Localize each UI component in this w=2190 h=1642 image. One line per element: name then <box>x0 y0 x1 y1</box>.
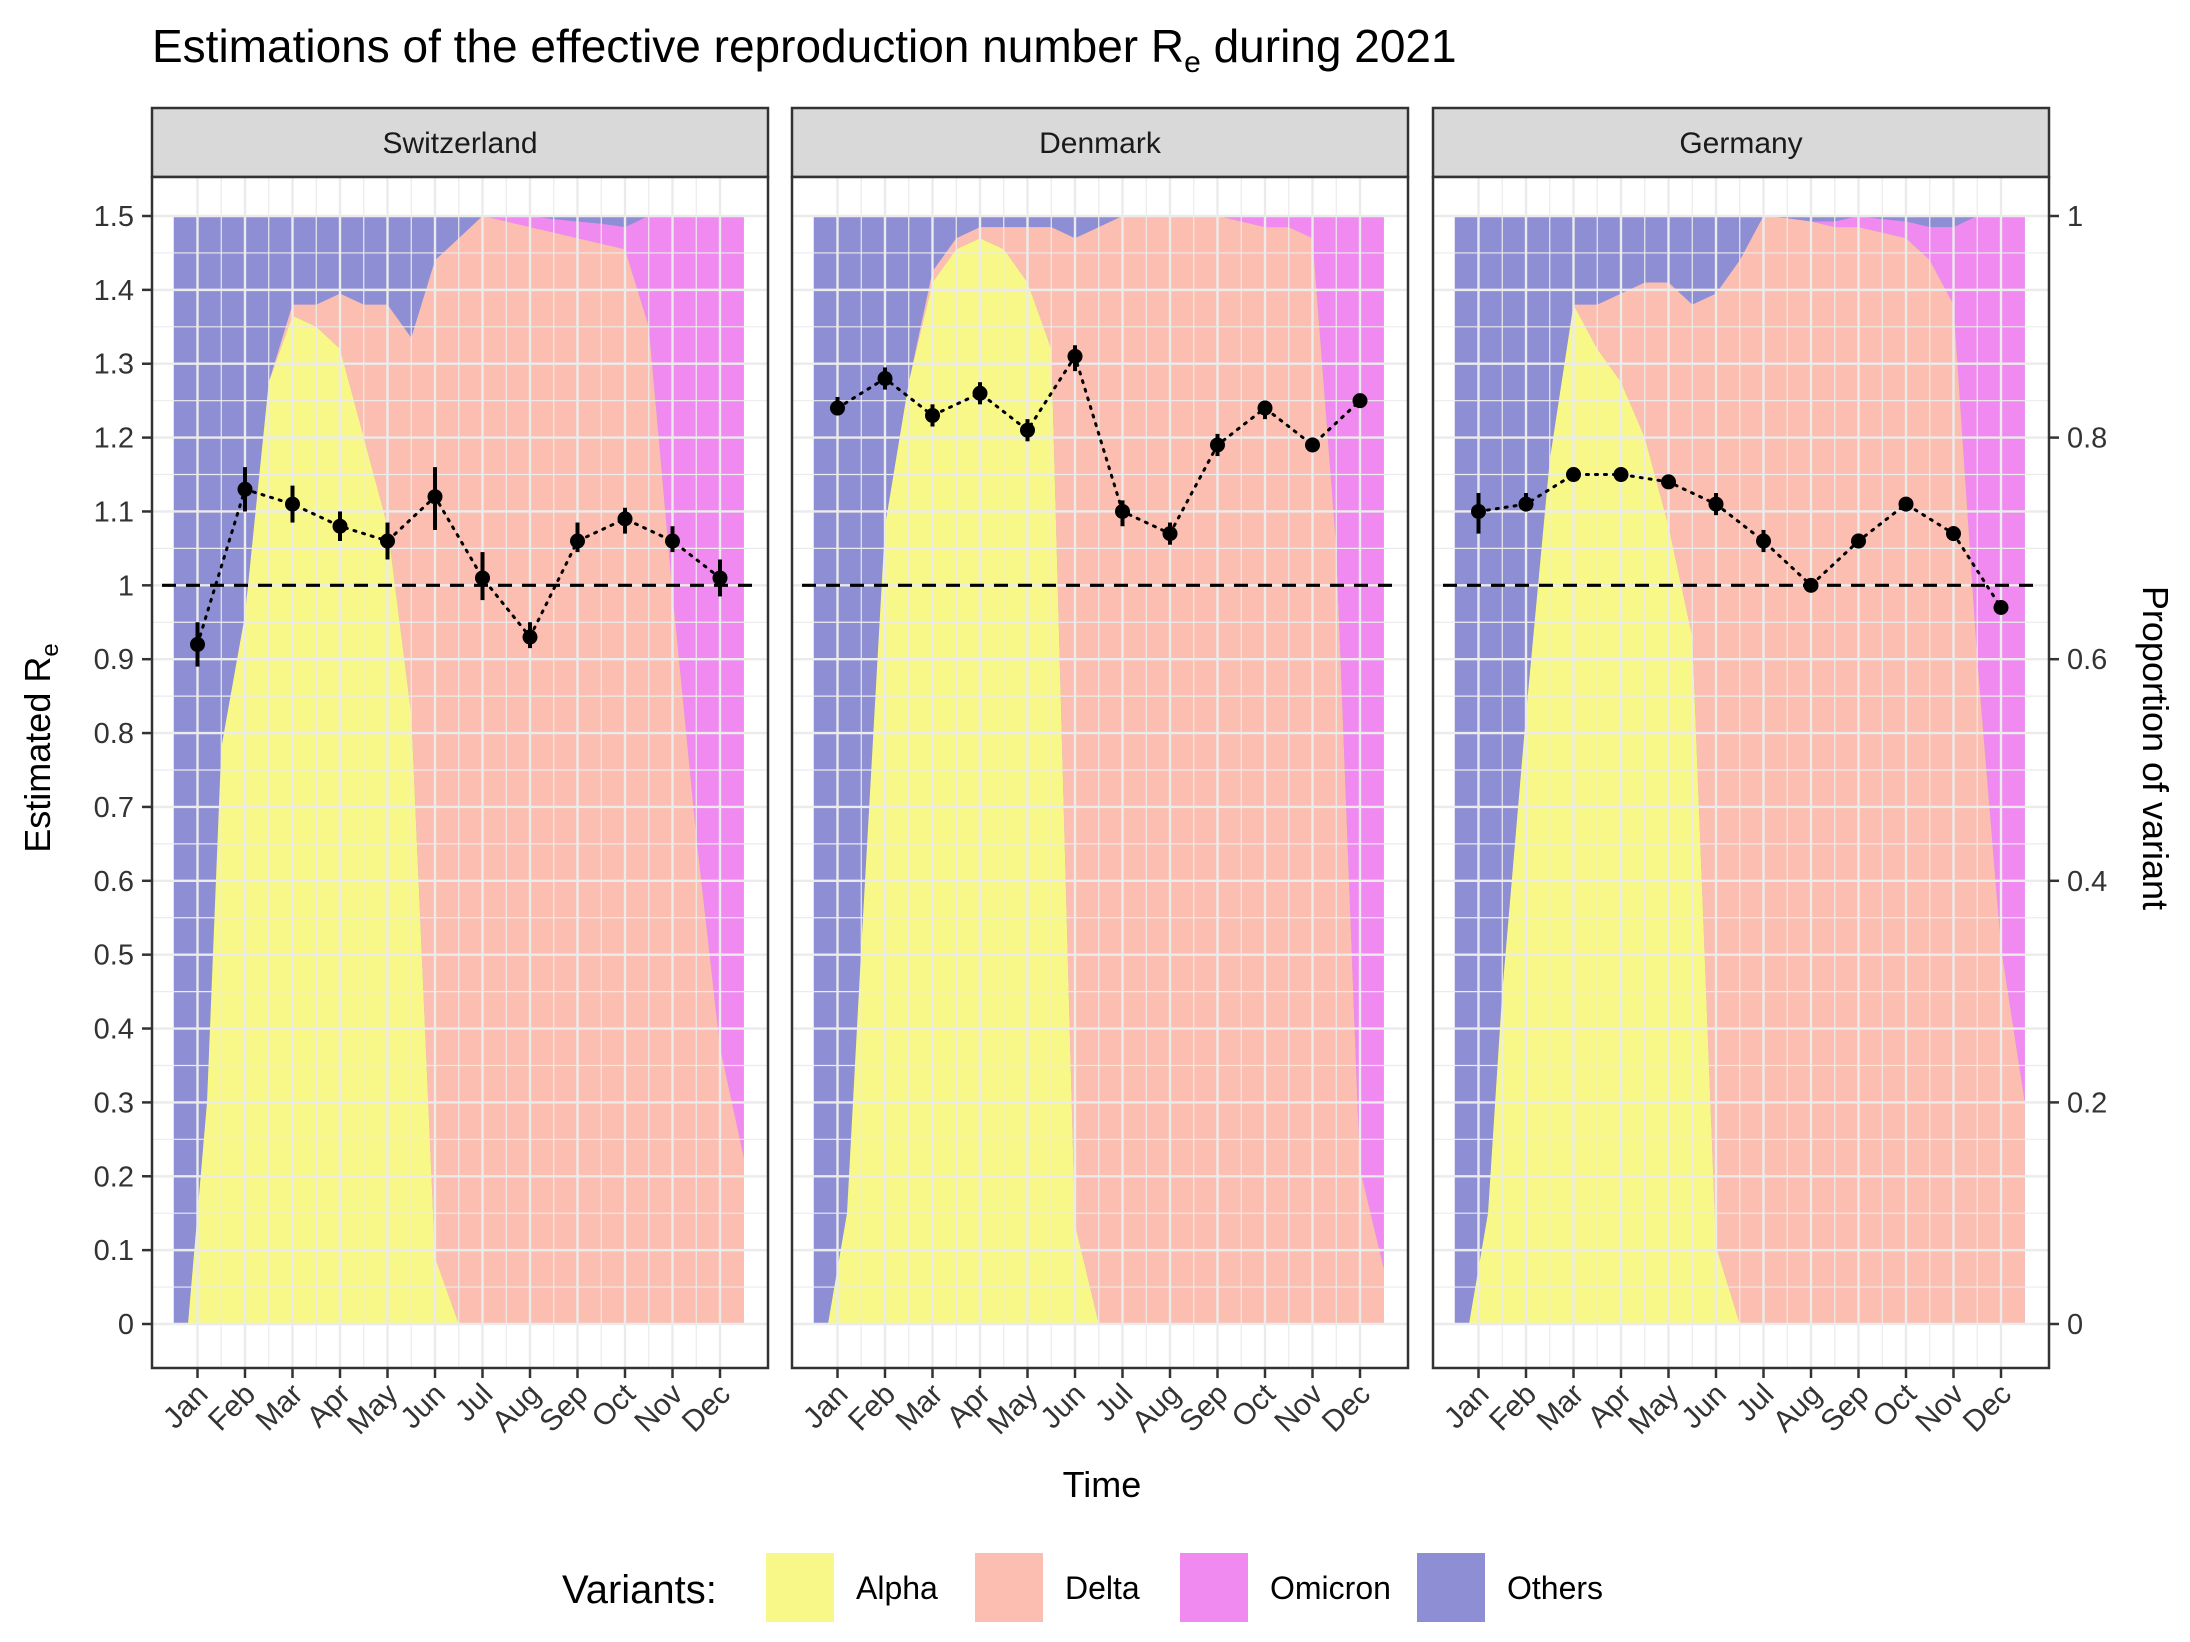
panel-denmark: DenmarkJanFebMarAprMayJunJulAugSepOctNov… <box>790 106 1410 1441</box>
y2-tick-label: 0.8 <box>2067 423 2107 455</box>
y-axis-label: Estimated Re <box>17 643 64 852</box>
re-point-jan <box>830 400 845 416</box>
re-point-mar <box>285 496 300 512</box>
re-point-oct <box>617 511 633 527</box>
re-point-jul <box>1115 503 1130 519</box>
y-tick-label: 0.3 <box>94 1087 134 1119</box>
x-axis-label: Time <box>1063 1464 1142 1505</box>
re-line <box>196 487 722 646</box>
facet-strip-label: Denmark <box>1039 127 1162 160</box>
y-tick-label: 0.6 <box>94 866 134 898</box>
y2-tick-label: 0.6 <box>2067 644 2107 676</box>
panel-grid <box>1433 177 2049 1368</box>
panel-border <box>790 175 1410 1370</box>
facet-strip <box>790 106 1410 179</box>
y-tick-label: 0.4 <box>94 1014 134 1046</box>
re-point-jul <box>1756 533 1771 549</box>
re-point-feb <box>237 481 253 497</box>
re-point-aug <box>1803 577 1819 593</box>
legend-label-others: Others <box>1507 1570 1603 1606</box>
chart-title-tail: during 2021 <box>1201 20 1457 72</box>
legend-label-omicron: Omicron <box>1270 1570 1391 1606</box>
panel-border <box>150 175 770 1370</box>
y2-tick-label: 0.4 <box>2067 866 2107 898</box>
chart-title: Estimations of the effective reproductio… <box>152 20 1457 79</box>
y-axis-label-subscript: e <box>37 643 64 656</box>
y-tick-label: 0.1 <box>94 1235 134 1267</box>
re-line <box>1477 473 2003 609</box>
panel-grid <box>792 177 1408 1368</box>
y-axis-left: 0 0.1 0.2 0.3 0.4 0.5 0.6 0.7 0.8 0.9 1 1.1 1.2 1.3 1.… <box>94 201 152 1341</box>
panel-grid <box>152 177 768 1368</box>
y-tick-label: 1.5 <box>94 201 134 233</box>
re-point-jul <box>475 570 490 586</box>
y-tick-label: 0.5 <box>94 940 134 972</box>
re-point-may <box>380 533 395 549</box>
re-point-jun <box>427 489 443 505</box>
re-point-oct <box>1257 400 1273 416</box>
y-tick-label: 0.8 <box>94 718 134 750</box>
re-point-nov <box>1946 526 1961 542</box>
y2-axis-label: Proportion of variant <box>2135 586 2176 910</box>
re-point-mar <box>925 407 940 423</box>
re-point-dec <box>712 570 728 586</box>
y-tick-label: 0 <box>118 1309 134 1341</box>
re-point-dec <box>1352 393 1368 409</box>
re-point-dec <box>1993 599 2009 615</box>
facet-strip-label: Switzerland <box>382 127 537 160</box>
panel-germany: GermanyJanFebMarAprMayJunJulAugSepOctNov… <box>1431 106 2051 1441</box>
re-point-jun <box>1708 496 1724 512</box>
y-tick-label: 1.2 <box>94 423 134 455</box>
legend-key-omicron <box>1180 1553 1248 1622</box>
re-point-sep <box>1210 437 1225 453</box>
panel-switzerland: SwitzerlandJanFebMarAprMayJunJulAugSepOc… <box>150 106 770 1441</box>
legend: Variants: Alpha Delta Omicron Others <box>562 1553 1603 1622</box>
re-point-feb <box>1518 496 1534 512</box>
legend-key-alpha <box>766 1553 834 1622</box>
re-point-oct <box>1898 496 1914 512</box>
facet-strip <box>150 106 770 179</box>
y-tick-label: 0.2 <box>94 1161 134 1193</box>
legend-label-alpha: Alpha <box>856 1570 938 1606</box>
facet-panels: SwitzerlandJanFebMarAprMayJunJulAugSepOc… <box>150 106 2051 1441</box>
chart-title-subscript: e <box>1184 46 1201 79</box>
y-axis-label-main: Estimated R <box>17 657 58 853</box>
re-point-jan <box>190 636 205 652</box>
re-point-mar <box>1566 467 1581 483</box>
re-point-may <box>1661 474 1676 490</box>
chart-title-main: Estimations of the effective reproductio… <box>152 20 1184 72</box>
re-line <box>836 352 1362 536</box>
y-tick-label: 0.7 <box>94 792 134 824</box>
re-point-aug <box>522 629 538 645</box>
y-tick-label: 1.4 <box>94 275 134 307</box>
panel-border <box>1431 175 2051 1370</box>
re-point-may <box>1020 422 1035 438</box>
y-tick-label: 1 <box>118 570 134 602</box>
re-point-jun <box>1067 348 1083 364</box>
legend-title: Variants: <box>562 1568 717 1612</box>
y2-tick-label: 0.2 <box>2067 1087 2107 1119</box>
legend-key-delta <box>975 1553 1043 1622</box>
re-point-nov <box>665 533 680 549</box>
re-point-sep <box>1851 533 1866 549</box>
re-point-apr <box>972 385 988 401</box>
re-point-aug <box>1162 526 1178 542</box>
re-point-jan <box>1471 503 1486 519</box>
facet-strip <box>1431 106 2051 179</box>
re-point-nov <box>1305 437 1320 453</box>
y-tick-label: 0.9 <box>94 644 134 676</box>
y2-tick-label: 0 <box>2067 1309 2083 1341</box>
re-point-apr <box>1613 467 1629 483</box>
re-point-apr <box>332 518 348 534</box>
re-point-feb <box>877 371 893 387</box>
y-tick-label: 1.1 <box>94 496 134 528</box>
y-tick-label: 1.3 <box>94 349 134 381</box>
re-point-sep <box>570 533 585 549</box>
facet-strip-label: Germany <box>1679 127 1802 160</box>
y2-tick-label: 1 <box>2067 201 2083 233</box>
y-axis-right: 0 0.2 0.4 0.6 0.8 1 <box>2049 201 2107 1341</box>
legend-label-delta: Delta <box>1065 1570 1140 1606</box>
legend-key-others <box>1417 1553 1485 1622</box>
